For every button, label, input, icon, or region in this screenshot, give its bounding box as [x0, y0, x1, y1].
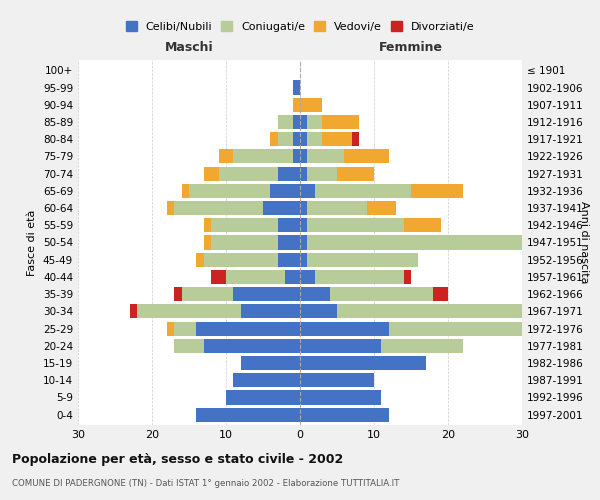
- Bar: [344, 150, 389, 164]
- Bar: [404, 270, 411, 284]
- Bar: [300, 115, 307, 129]
- Bar: [211, 218, 278, 232]
- Bar: [241, 304, 300, 318]
- Bar: [182, 184, 189, 198]
- Bar: [433, 287, 448, 301]
- Bar: [404, 218, 440, 232]
- Bar: [263, 201, 300, 215]
- Bar: [226, 390, 300, 404]
- Bar: [174, 287, 182, 301]
- Bar: [367, 201, 396, 215]
- Bar: [307, 115, 322, 129]
- Bar: [300, 132, 307, 146]
- Bar: [271, 132, 278, 146]
- Bar: [300, 390, 382, 404]
- Bar: [352, 132, 359, 146]
- Bar: [322, 115, 359, 129]
- Bar: [167, 322, 174, 336]
- Bar: [300, 98, 322, 112]
- Bar: [204, 166, 218, 180]
- Text: Popolazione per età, sesso e stato civile - 2002: Popolazione per età, sesso e stato civil…: [12, 452, 343, 466]
- Bar: [204, 338, 300, 353]
- Bar: [300, 252, 307, 267]
- Bar: [300, 338, 382, 353]
- Bar: [307, 166, 337, 180]
- Bar: [241, 356, 300, 370]
- Bar: [278, 115, 293, 129]
- Bar: [411, 184, 463, 198]
- Bar: [300, 270, 315, 284]
- Bar: [300, 236, 307, 250]
- Bar: [226, 270, 285, 284]
- Bar: [174, 338, 204, 353]
- Bar: [307, 218, 404, 232]
- Bar: [300, 218, 307, 232]
- Bar: [307, 132, 322, 146]
- Bar: [300, 201, 307, 215]
- Bar: [293, 115, 300, 129]
- Y-axis label: Anni di nascita: Anni di nascita: [579, 201, 589, 284]
- Bar: [204, 252, 278, 267]
- Bar: [382, 338, 463, 353]
- Bar: [293, 132, 300, 146]
- Bar: [204, 236, 211, 250]
- Text: COMUNE DI PADERGNONE (TN) - Dati ISTAT 1° gennaio 2002 - Elaborazione TUTTITALIA: COMUNE DI PADERGNONE (TN) - Dati ISTAT 1…: [12, 479, 400, 488]
- Bar: [204, 218, 211, 232]
- Bar: [307, 201, 367, 215]
- Bar: [300, 356, 426, 370]
- Bar: [174, 201, 263, 215]
- Bar: [182, 287, 233, 301]
- Bar: [337, 304, 522, 318]
- Bar: [189, 184, 271, 198]
- Bar: [130, 304, 137, 318]
- Bar: [337, 166, 374, 180]
- Bar: [307, 252, 418, 267]
- Bar: [322, 132, 352, 146]
- Bar: [278, 252, 300, 267]
- Bar: [300, 408, 389, 422]
- Bar: [329, 287, 433, 301]
- Bar: [293, 80, 300, 94]
- Bar: [271, 184, 300, 198]
- Bar: [218, 166, 278, 180]
- Bar: [315, 270, 404, 284]
- Text: Maschi: Maschi: [164, 41, 214, 54]
- Legend: Celibi/Nubili, Coniugati/e, Vedovi/e, Divorziati/e: Celibi/Nubili, Coniugati/e, Vedovi/e, Di…: [122, 18, 478, 35]
- Bar: [233, 150, 293, 164]
- Y-axis label: Fasce di età: Fasce di età: [28, 210, 37, 276]
- Bar: [233, 287, 300, 301]
- Text: Femmine: Femmine: [379, 41, 443, 54]
- Bar: [300, 150, 307, 164]
- Bar: [167, 201, 174, 215]
- Bar: [278, 132, 293, 146]
- Bar: [211, 270, 226, 284]
- Bar: [278, 218, 300, 232]
- Bar: [300, 373, 374, 388]
- Bar: [300, 287, 329, 301]
- Bar: [307, 150, 344, 164]
- Bar: [293, 98, 300, 112]
- Bar: [196, 408, 300, 422]
- Bar: [218, 150, 233, 164]
- Bar: [278, 166, 300, 180]
- Bar: [211, 236, 278, 250]
- Bar: [300, 184, 315, 198]
- Bar: [196, 252, 204, 267]
- Bar: [278, 236, 300, 250]
- Bar: [233, 373, 300, 388]
- Bar: [315, 184, 411, 198]
- Bar: [137, 304, 241, 318]
- Bar: [293, 150, 300, 164]
- Bar: [196, 322, 300, 336]
- Bar: [300, 322, 389, 336]
- Bar: [389, 322, 551, 336]
- Bar: [307, 236, 522, 250]
- Bar: [300, 304, 337, 318]
- Bar: [522, 236, 529, 250]
- Bar: [285, 270, 300, 284]
- Bar: [174, 322, 196, 336]
- Bar: [300, 166, 307, 180]
